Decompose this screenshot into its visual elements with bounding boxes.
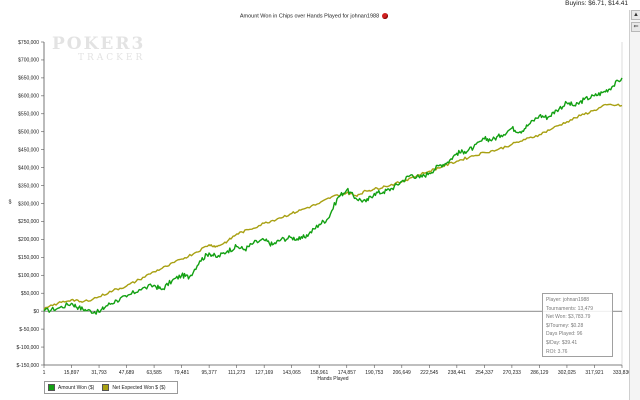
x-tick-label: 238,441 bbox=[448, 370, 466, 376]
y-tick-label: $650,000 bbox=[18, 76, 39, 82]
y-tick-label: $300,000 bbox=[18, 201, 39, 207]
y-tick-label: $100,000 bbox=[18, 273, 39, 279]
stat-player: Player: johnan1988 bbox=[546, 297, 590, 303]
x-tick-label: 127,169 bbox=[255, 370, 273, 376]
y-tick-label: $50,000 bbox=[21, 291, 39, 297]
y-tick-label: $450,000 bbox=[18, 147, 39, 153]
buyins-summary: Buyins: $6.71, $14.41 bbox=[565, 0, 628, 7]
stat-net-won: Net Won: $3,783.79 bbox=[546, 314, 591, 321]
x-tick-label: 15,897 bbox=[64, 370, 80, 376]
x-tick-label: 47,689 bbox=[119, 370, 135, 376]
y-axis-label: $ bbox=[9, 200, 12, 206]
x-tick-label: 270,233 bbox=[503, 370, 521, 376]
x-tick-label: 333,830 bbox=[613, 370, 630, 376]
legend-item-amount-won: Amount Won ($) bbox=[48, 384, 94, 391]
x-tick-label: 31,793 bbox=[91, 370, 107, 376]
poker-tracker-watermark-logo: POKER3 TRACKER bbox=[52, 34, 162, 74]
x-axis-label: Hands Played bbox=[317, 376, 348, 382]
y-tick-label: $-150,000 bbox=[16, 363, 39, 369]
stat-days-played: Days Played: 96 bbox=[546, 331, 583, 338]
x-tick-label: 302,025 bbox=[558, 370, 576, 376]
y-tick-label: $250,000 bbox=[18, 219, 39, 225]
y-tick-label: $200,000 bbox=[18, 237, 39, 243]
series-line-net-expected bbox=[43, 103, 623, 310]
x-tick-label: 222,545 bbox=[420, 370, 438, 376]
x-tick-label: 111,273 bbox=[228, 370, 246, 376]
x-tick-label: 174,857 bbox=[338, 370, 356, 376]
x-tick-label: 317,921 bbox=[585, 370, 603, 376]
watermark-line-2: TRACKER bbox=[78, 53, 146, 63]
x-tick-label: 63,585 bbox=[146, 370, 162, 376]
stat-tournaments: Tournaments: 13,479 bbox=[546, 305, 593, 312]
stat-per-tourney: $/Tourney: $0.28 bbox=[546, 322, 584, 329]
legend-label-net-expected: Net Expected Won $ ($) bbox=[112, 384, 166, 391]
legend-swatch-net-expected bbox=[102, 384, 110, 391]
stat-roi: ROI: 3.76 bbox=[546, 348, 568, 355]
legend-label-amount-won: Amount Won ($) bbox=[58, 384, 95, 391]
y-tick-label: $400,000 bbox=[18, 165, 39, 171]
vertical-scrollbar[interactable]: ▲ ⇐ bbox=[629, 10, 640, 400]
y-tick-label: $750,000 bbox=[18, 40, 39, 46]
stats-box: Player: johnan1988 Tournaments: 13,479 N… bbox=[542, 293, 613, 357]
x-tick-label: 206,649 bbox=[393, 370, 411, 376]
x-tick-label: 95,377 bbox=[201, 370, 217, 376]
y-tick-label: $-50,000 bbox=[19, 327, 39, 333]
scroll-up-icon[interactable]: ▲ bbox=[631, 10, 640, 20]
chart-title: Amount Won in Chips over Hands Played fo… bbox=[0, 13, 628, 19]
chart-legend: Amount Won ($) Net Expected Won $ ($) bbox=[44, 381, 178, 394]
y-tick-label: $600,000 bbox=[18, 94, 39, 100]
watermark-line-1: POKER3 bbox=[52, 34, 146, 54]
top-bar: Buyins: $6.71, $14.41 bbox=[0, 0, 640, 10]
y-tick-label: $550,000 bbox=[18, 112, 39, 118]
x-tick-label: 1 bbox=[43, 370, 46, 376]
series-line-amount-won bbox=[43, 77, 623, 315]
x-tick-label: 158,961 bbox=[310, 370, 328, 376]
y-tick-label: $0 bbox=[33, 309, 39, 315]
x-tick-label: 254,337 bbox=[475, 370, 493, 376]
x-tick-label: 79,481 bbox=[174, 370, 190, 376]
y-tick-label: $500,000 bbox=[18, 130, 39, 136]
x-tick-label: 143,065 bbox=[283, 370, 301, 376]
x-tick-label: 190,753 bbox=[365, 370, 383, 376]
close-chart-icon[interactable] bbox=[382, 13, 389, 19]
chart-title-text: Amount Won in Chips over Hands Played fo… bbox=[239, 13, 380, 20]
legend-swatch-amount-won bbox=[48, 384, 55, 391]
y-tick-label: $-100,000 bbox=[16, 345, 39, 351]
y-tick-label: $150,000 bbox=[18, 255, 39, 261]
legend-item-net-expected: Net Expected Won $ ($) bbox=[102, 384, 166, 391]
stat-per-day: $/Day: $39.41 bbox=[546, 339, 578, 346]
y-tick-label: $350,000 bbox=[18, 183, 39, 189]
x-tick-label: 286,129 bbox=[530, 370, 548, 376]
y-tick-label: $700,000 bbox=[18, 58, 39, 64]
scroll-down-icon[interactable]: ⇐ bbox=[631, 22, 640, 32]
